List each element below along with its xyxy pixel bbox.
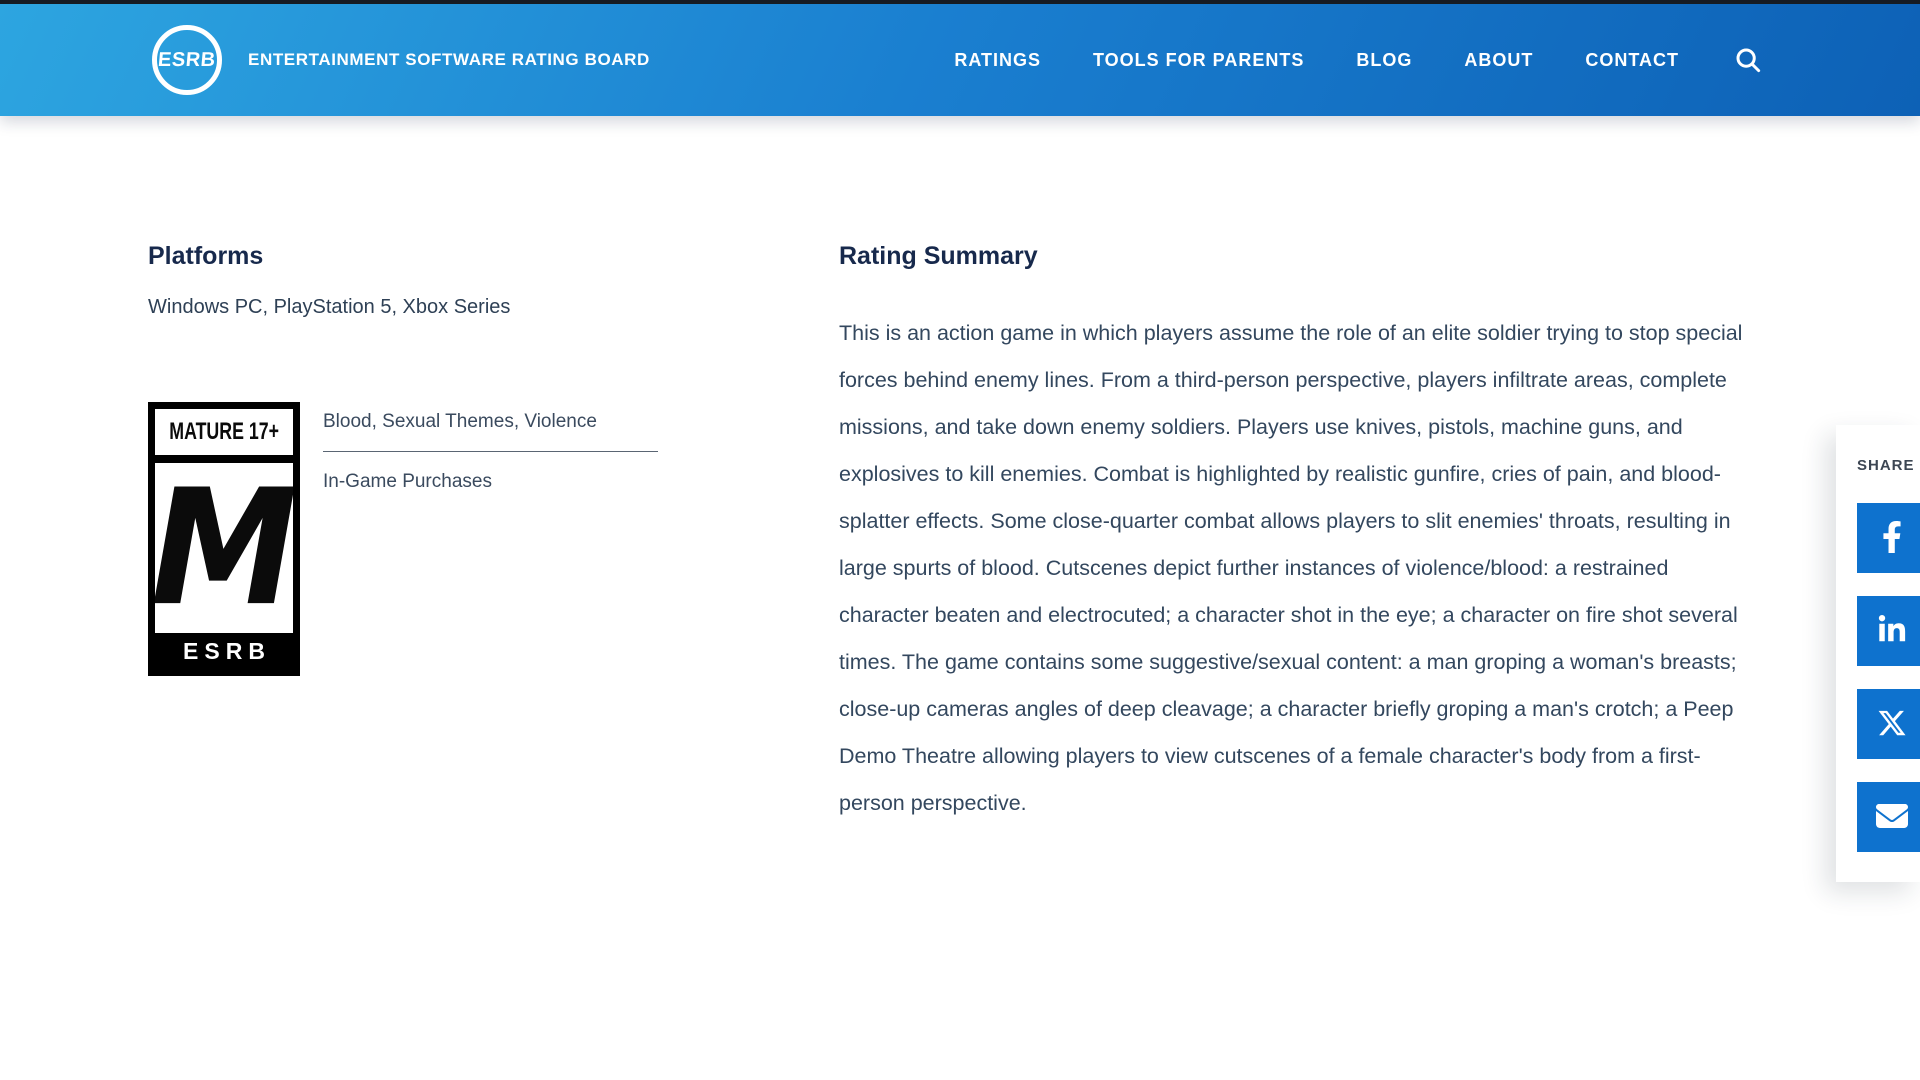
nav-item-ratings[interactable]: RATINGS <box>954 49 1041 70</box>
nav-item-about[interactable]: ABOUT <box>1464 49 1534 70</box>
linkedin-icon <box>1877 614 1907 648</box>
rating-category-label: MATURE 17+ <box>169 418 279 445</box>
x-twitter-icon <box>1877 708 1907 741</box>
esrb-rating-badge: MATURE 17+ M ESRB <box>148 402 300 676</box>
brand-name: ENTERTAINMENT SOFTWARE RATING BOARD <box>248 50 650 69</box>
brand-logo[interactable]: ESRB ENTERTAINMENT SOFTWARE RATING BOARD <box>152 25 650 95</box>
share-buttons <box>1857 503 1920 852</box>
site-header: ESRB ENTERTAINMENT SOFTWARE RATING BOARD… <box>0 4 1920 116</box>
platforms-value: Windows PC, PlayStation 5, Xbox Series <box>148 296 511 318</box>
top-border-strip <box>0 0 1920 4</box>
facebook-icon <box>1882 520 1902 557</box>
nav-item-contact[interactable]: CONTACT <box>1585 49 1679 70</box>
share-panel: SHARE <box>1836 425 1920 882</box>
esrb-logo-text: ESRB <box>157 48 217 71</box>
interactive-elements-text: In-Game Purchases <box>323 471 492 492</box>
esrb-logo-icon: ESRB <box>152 25 222 95</box>
nav-item-tools-for-parents[interactable]: TOOLS FOR PARENTS <box>1093 49 1305 70</box>
platforms-section: Platforms Windows PC, PlayStation 5, Xbo… <box>148 240 708 676</box>
nav-item-blog[interactable]: BLOG <box>1356 49 1413 70</box>
rating-org-label: ESRB <box>183 637 271 664</box>
descriptors-text: Blood, Sexual Themes, Violence <box>323 411 597 432</box>
rating-summary-heading: Rating Summary <box>839 242 1038 270</box>
rating-org-band: ESRB <box>155 633 293 669</box>
share-x-twitter-button[interactable] <box>1857 689 1920 759</box>
email-icon <box>1876 800 1908 835</box>
rating-summary-text: This is an action game in which players … <box>839 321 1743 815</box>
rating-row: MATURE 17+ M ESRB Blood, Sexual Themes, … <box>148 402 708 676</box>
platforms-heading: Platforms <box>148 242 264 270</box>
rating-summary-section: Rating Summary This is an action game in… <box>839 240 1744 827</box>
rating-letter: M <box>155 463 293 633</box>
share-linkedin-button[interactable] <box>1857 596 1920 666</box>
rating-category-band: MATURE 17+ <box>155 409 293 455</box>
descriptor-divider <box>323 451 658 452</box>
share-email-button[interactable] <box>1857 782 1920 852</box>
search-icon[interactable] <box>1731 43 1765 77</box>
rating-letter-area: M <box>155 463 293 633</box>
share-facebook-button[interactable] <box>1857 503 1920 573</box>
content-descriptors: Blood, Sexual Themes, Violence In-Game P… <box>323 402 663 496</box>
share-label: SHARE <box>1857 457 1915 474</box>
main-nav: RATINGS TOOLS FOR PARENTS BLOG ABOUT CON… <box>954 43 1765 77</box>
